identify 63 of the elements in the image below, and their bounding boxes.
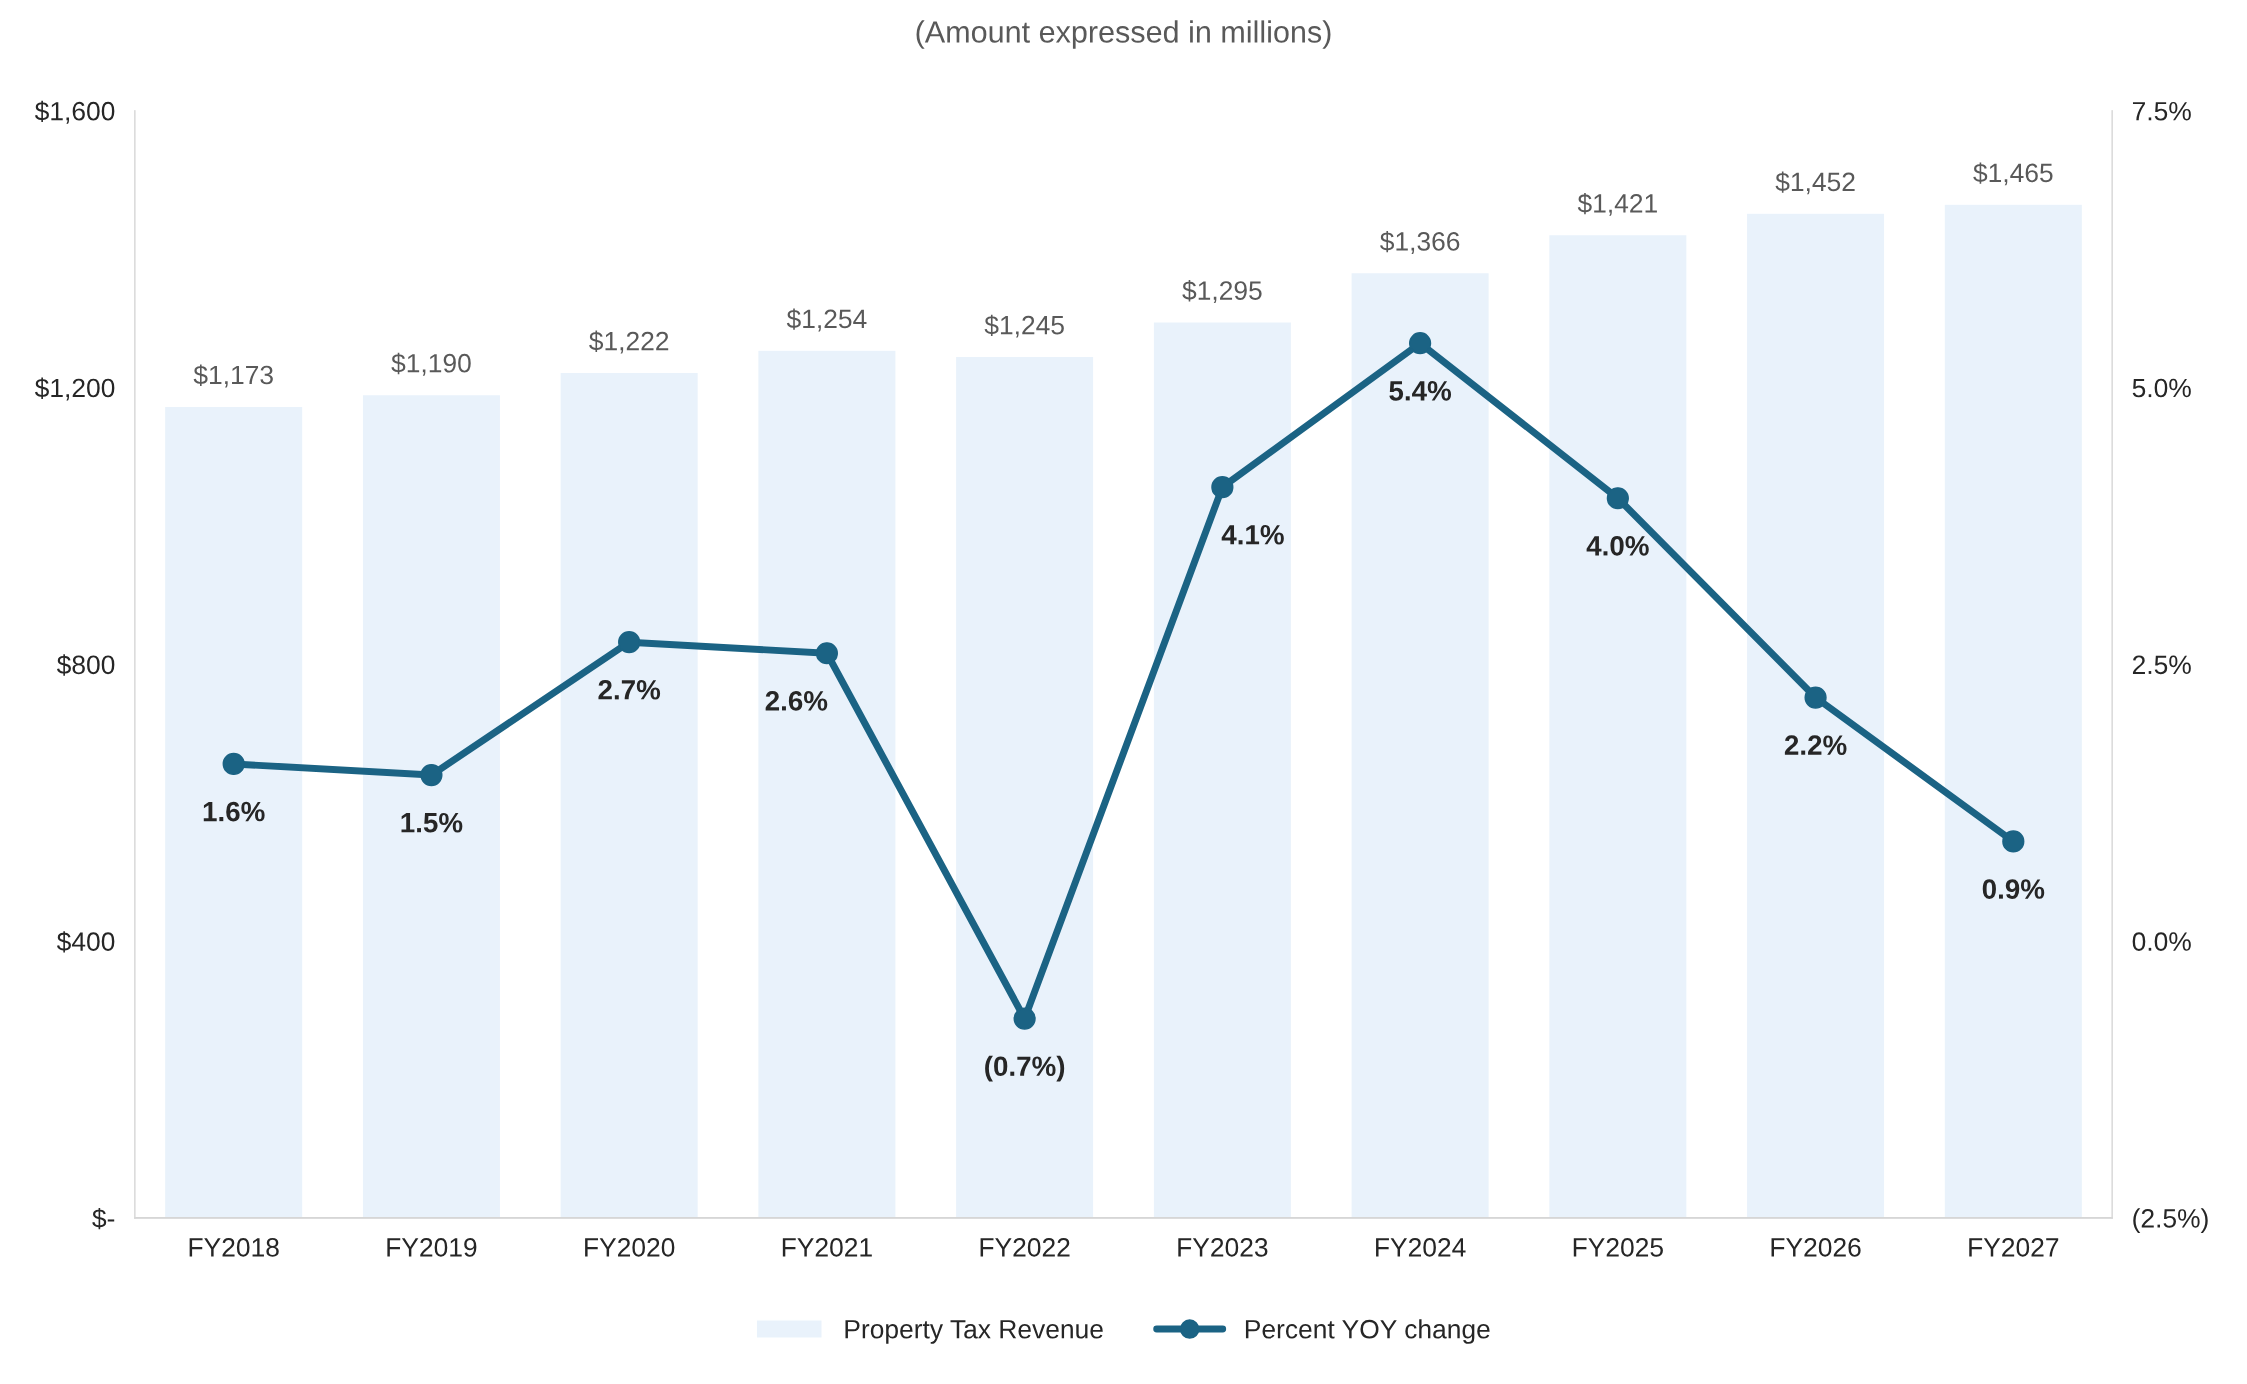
bar (361, 393, 502, 1218)
bar (1152, 321, 1293, 1218)
y2-tick-label: (2.5%) (2133, 1208, 2208, 1233)
bar (1943, 203, 2084, 1218)
data-label: (0.7%) (985, 1055, 1065, 1082)
point (222, 752, 245, 776)
x-tick-label: FY2025 (1573, 1238, 1663, 1257)
point (815, 642, 839, 665)
data-label: 4.0% (1586, 536, 1649, 556)
point (1804, 686, 1827, 709)
data-label: 4.1% (1221, 525, 1284, 545)
data-label: 5.4% (1389, 381, 1452, 401)
y2-tick-label: 5.0% (2132, 378, 2191, 398)
bar (954, 355, 1095, 1218)
bar (163, 405, 304, 1218)
point (1013, 1007, 1036, 1030)
point (1211, 476, 1234, 499)
point (1408, 332, 1432, 355)
data-label: $1,222 (589, 330, 669, 354)
x-tick-label: FY2023 (1178, 1238, 1268, 1257)
legend-label: Property Tax Revenue (845, 1320, 1103, 1344)
data-label: $1,190 (391, 352, 471, 376)
x-tick-label: FY2027 (1969, 1238, 2059, 1257)
data-label: $1,245 (984, 314, 1064, 338)
y-tick-label: $- (92, 1207, 115, 1230)
point (420, 763, 443, 787)
bar (756, 349, 897, 1218)
point (1606, 487, 1629, 510)
data-label: 1.5% (401, 812, 463, 833)
bar (1547, 233, 1688, 1218)
y-tick-label: $400 (56, 931, 115, 953)
x-tick-label: FY2026 (1771, 1238, 1861, 1257)
data-label: $1,254 (786, 308, 867, 332)
bar (1745, 212, 1886, 1218)
bar (1350, 271, 1491, 1218)
point (618, 631, 641, 654)
x-tick-label: FY2024 (1376, 1238, 1466, 1257)
point (2002, 830, 2025, 853)
y2-tick-label: 2.5% (2132, 655, 2191, 675)
x-tick-label: FY2018 (189, 1238, 279, 1257)
data-label: $1,452 (1775, 171, 1855, 195)
bar (559, 371, 700, 1218)
y-tick-label: $1,200 (34, 377, 115, 401)
legend-label: Percent YOY change (1245, 1319, 1490, 1344)
data-label: 2.7% (598, 679, 661, 700)
data-label: 2.2% (1784, 735, 1847, 755)
y2-tick-label: 0.0% (2132, 932, 2191, 951)
data-label: 1.6% (203, 801, 265, 822)
y-tick-label: $800 (56, 654, 115, 676)
y2-tick-label: 7.5% (2132, 101, 2191, 121)
data-label: $1,295 (1182, 280, 1262, 304)
data-label: $1,173 (193, 364, 273, 388)
data-label: 0.9% (1982, 879, 2045, 899)
x-tick-label: FY2021 (782, 1238, 872, 1257)
data-label: $1,421 (1577, 192, 1657, 216)
data-label: $1,366 (1380, 230, 1460, 254)
x-tick-label: FY2020 (585, 1238, 675, 1257)
y-tick-label: $1,600 (34, 100, 115, 124)
x-tick-label: FY2019 (387, 1238, 477, 1257)
x-tick-label: FY2022 (980, 1238, 1070, 1257)
chart-title: (Amount expressed in millions) (916, 20, 1331, 49)
data-label: 2.6% (765, 691, 828, 711)
data-label: $1,465 (1973, 162, 2053, 186)
